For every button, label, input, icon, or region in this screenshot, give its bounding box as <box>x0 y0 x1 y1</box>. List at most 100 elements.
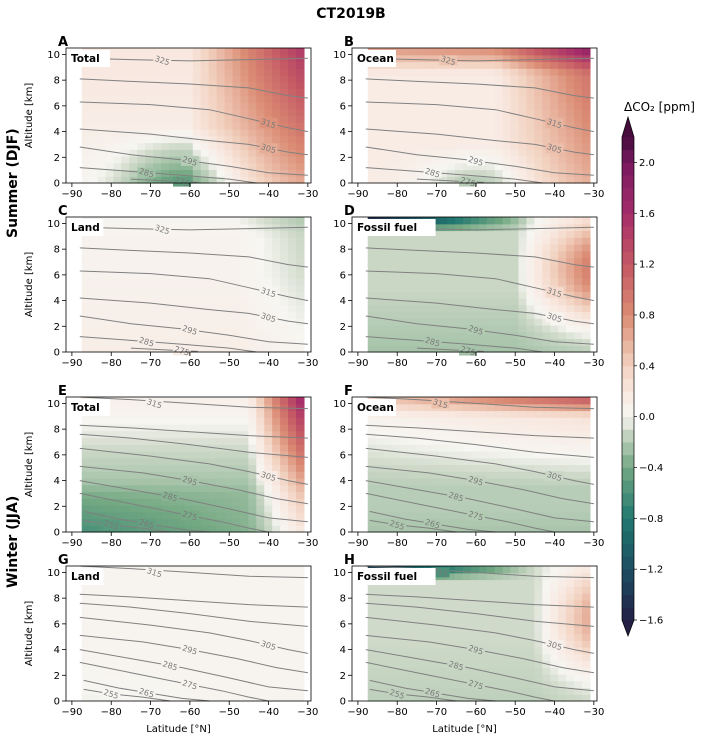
field-cell <box>399 54 409 63</box>
field-cell <box>581 471 591 479</box>
field-cell <box>415 471 424 479</box>
field-cell <box>192 464 202 472</box>
field-cell <box>399 626 409 635</box>
field-cell <box>248 410 257 418</box>
field-cell <box>97 135 107 144</box>
field-cell <box>391 505 401 513</box>
field-cell <box>367 484 377 493</box>
field-cell <box>478 257 488 265</box>
field-cell <box>272 162 281 171</box>
field-cell <box>153 511 162 520</box>
colorbar-segment <box>622 480 634 494</box>
field-cell <box>216 75 226 83</box>
field-cell <box>558 230 567 238</box>
field-cell <box>176 115 186 123</box>
field-cell <box>137 237 146 245</box>
field-cell <box>129 505 138 513</box>
field-cell <box>558 81 567 90</box>
field-cell <box>391 237 401 245</box>
field-cell <box>184 169 194 177</box>
field-cell <box>153 660 162 668</box>
field-cell <box>113 88 123 96</box>
field-cell <box>248 298 257 306</box>
field-cell <box>566 572 575 581</box>
field-cell <box>89 444 99 452</box>
isentrope-line <box>365 480 594 523</box>
field-cell <box>208 599 218 608</box>
field-cell <box>478 284 488 292</box>
field-cell <box>208 156 218 164</box>
field-cell <box>518 325 528 333</box>
field-cell <box>145 122 154 130</box>
field-cell <box>510 498 520 506</box>
field-cell <box>407 311 416 319</box>
field-cell <box>510 397 520 405</box>
field-cell <box>455 129 464 137</box>
field-cell <box>431 331 440 340</box>
field-cell <box>534 451 543 459</box>
field-cell <box>113 217 123 225</box>
field-cell <box>486 304 496 313</box>
field-cell <box>502 626 512 635</box>
field-cell <box>145 599 154 608</box>
field-cell <box>176 484 186 493</box>
field-cell <box>383 331 393 340</box>
field-cell <box>169 457 178 466</box>
field-cell <box>121 674 130 682</box>
field-cell <box>121 464 130 472</box>
field-cell <box>105 325 115 333</box>
field-cell <box>574 95 583 103</box>
field-cell <box>153 464 162 472</box>
field-cell <box>447 647 456 655</box>
field-cell <box>169 108 178 117</box>
field-cell <box>232 142 242 150</box>
isentrope-label-bg <box>259 287 278 298</box>
field-cell <box>200 626 210 635</box>
field-cell <box>200 525 210 533</box>
field-cell <box>518 511 528 520</box>
field-cell <box>383 142 393 150</box>
field-cell <box>558 626 567 635</box>
field-cell <box>137 81 146 90</box>
field-cell <box>447 244 456 252</box>
field-cell <box>264 417 273 425</box>
field-cell <box>169 115 178 123</box>
field-cell <box>208 694 218 702</box>
field-cell <box>224 54 234 63</box>
field-cell <box>288 304 297 313</box>
field-cell <box>566 694 575 702</box>
field-cell <box>89 680 99 689</box>
field-cell <box>439 613 448 621</box>
field-cell <box>439 518 448 526</box>
field-cell <box>375 417 385 425</box>
field-cell <box>145 451 154 459</box>
field-cell <box>121 566 130 574</box>
field-cell <box>97 647 107 655</box>
field-cell <box>272 653 281 662</box>
field-cell <box>288 129 297 137</box>
field-cell <box>208 653 218 662</box>
field-cell <box>105 230 115 238</box>
field-cell <box>153 284 162 292</box>
field-cell <box>192 484 202 493</box>
field-cell <box>486 88 496 96</box>
field-cell <box>550 613 559 621</box>
field-cell <box>566 298 575 306</box>
field-cell <box>169 142 178 150</box>
field-cell <box>391 430 401 439</box>
field-cell <box>375 586 385 594</box>
field-cell <box>161 620 170 628</box>
field-cell <box>375 338 385 346</box>
field-cell <box>248 237 257 245</box>
field-cell <box>542 257 551 265</box>
field-cell <box>510 271 520 279</box>
field-cell <box>256 484 265 493</box>
field-cell <box>224 271 234 279</box>
field-cell <box>192 444 202 452</box>
field-cell <box>455 291 464 299</box>
field-cell <box>192 437 202 445</box>
field-cell <box>447 108 456 117</box>
field-cell <box>89 311 99 319</box>
field-cell <box>280 135 289 144</box>
field-cell <box>216 162 226 171</box>
